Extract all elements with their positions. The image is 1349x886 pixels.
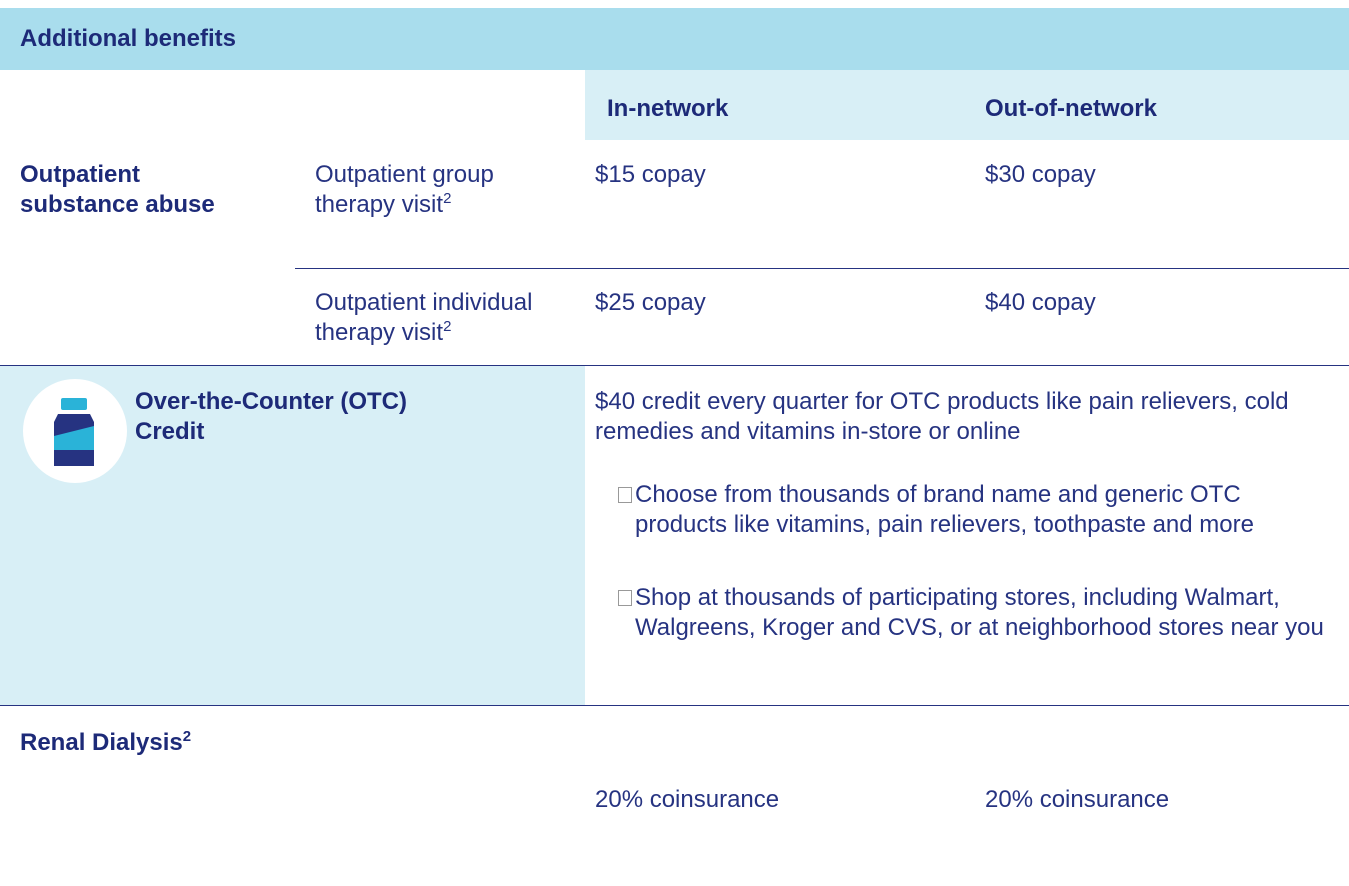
divider [0, 705, 1349, 706]
title-band [0, 8, 1349, 70]
category: Over-the-Counter (OTC) Credit [135, 388, 407, 445]
category: Outpatient substance abuse [20, 161, 215, 218]
bullet-item: Shop at thousands of participating store… [618, 583, 1325, 643]
column-header: Out-of-network [985, 95, 1157, 122]
category: Renal Dialysis2 [20, 728, 191, 758]
note: 2 [443, 318, 452, 335]
bullet-text: Shop at thousands of participating store… [635, 584, 1324, 641]
service-text: Outpatient group therapy visit [315, 161, 494, 218]
service: Outpatient group therapy visit2 [315, 160, 535, 220]
title: Additional benefits [20, 25, 236, 52]
bottle-icon [23, 379, 127, 483]
in-network: 20% coinsurance [595, 786, 780, 813]
note: 2 [443, 190, 452, 207]
out-of-network: 20% coinsurance [985, 786, 1170, 813]
description: $40 credit every quarter for OTC product… [595, 388, 1289, 445]
in-network: $15 copay [595, 161, 706, 188]
header-band [585, 70, 1349, 140]
service: Outpatient individual therapy visit2 [315, 288, 535, 348]
out-of-network: $30 copay [985, 161, 1096, 188]
bullet-text: Choose from thousands of brand name and … [635, 481, 1254, 538]
note: 2 [182, 728, 192, 745]
out-of-network: $40 copay [985, 289, 1096, 316]
category-text: Renal Dialysis [20, 729, 183, 756]
bullet-item: Choose from thousands of brand name and … [618, 480, 1315, 540]
divider [295, 268, 1349, 269]
bullet-box [618, 590, 632, 606]
divider [0, 365, 1349, 366]
column-header: In-network [607, 95, 729, 122]
bullet-box [618, 487, 632, 503]
in-network: $25 copay [595, 289, 706, 316]
service-text: Outpatient individual therapy visit [315, 289, 533, 346]
